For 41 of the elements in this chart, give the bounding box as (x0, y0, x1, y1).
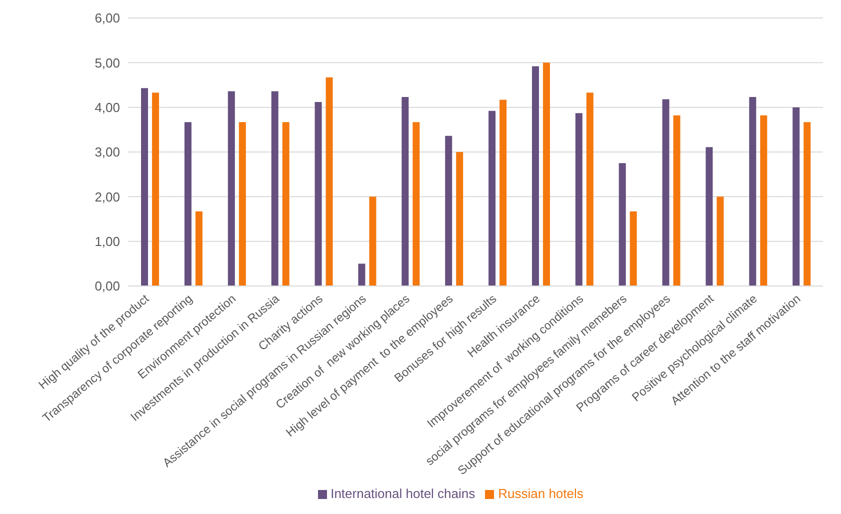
bar (228, 91, 235, 286)
bar (195, 211, 202, 286)
y-tick-label: 5,00 (94, 55, 120, 70)
bar (412, 122, 420, 286)
bar (804, 122, 811, 286)
y-tick-label: 0,00 (94, 278, 120, 294)
y-tick-label: 6,00 (94, 10, 120, 26)
bar (141, 88, 148, 286)
bar (618, 163, 626, 286)
bar (314, 102, 322, 286)
bar (445, 136, 452, 286)
bar (586, 92, 594, 286)
bar (238, 122, 246, 286)
bar (760, 115, 768, 286)
bar (673, 115, 680, 286)
y-tick-label: 4,00 (94, 100, 120, 115)
bar (456, 152, 464, 286)
bar (271, 91, 278, 286)
bar (662, 99, 670, 286)
y-tick-label: 3,00 (94, 144, 120, 160)
bar (749, 97, 756, 286)
y-tick-label: 1,00 (94, 234, 120, 249)
y-tick-label: 2,00 (94, 189, 120, 204)
bar (630, 211, 637, 286)
bar (542, 62, 550, 286)
bar (532, 66, 539, 286)
bar (402, 97, 409, 286)
bar (326, 77, 333, 286)
legend-label: International hotel chains (330, 486, 476, 501)
bar (575, 113, 582, 286)
bar (716, 196, 724, 286)
bar (152, 92, 160, 286)
bar (184, 122, 192, 286)
bar (282, 122, 290, 286)
bar (488, 110, 496, 286)
bar (792, 107, 800, 286)
bar (369, 196, 376, 286)
bar (500, 100, 507, 286)
bar (358, 264, 366, 286)
legend-label: Russian hotels (498, 486, 584, 501)
bar (706, 147, 713, 286)
